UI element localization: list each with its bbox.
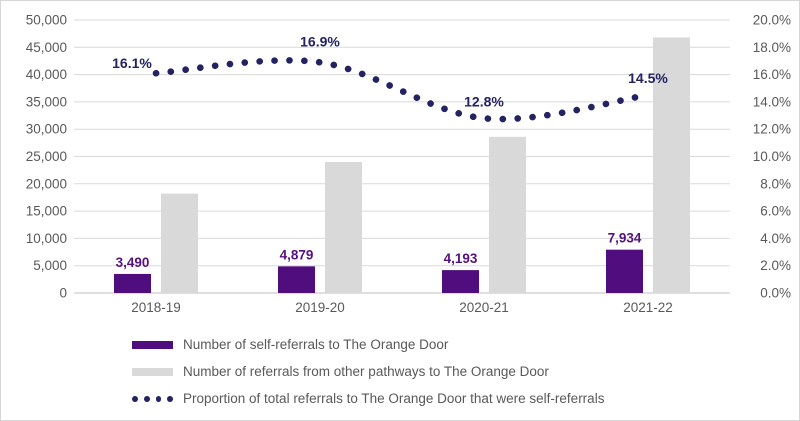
percent-label: 14.5%	[628, 70, 668, 86]
bar-other-pathways	[325, 161, 362, 293]
legend-label-other-pathways: Number of referrals from other pathways …	[183, 364, 549, 379]
bar-value-label: 3,490	[116, 255, 150, 270]
left-axis-tick: 35,000	[26, 94, 67, 109]
x-axis-label: 2021-22	[623, 300, 673, 315]
legend-label-self-referrals: Number of self-referrals to The Orange D…	[183, 337, 449, 352]
referrals-chart: 50,000 45,000 40,000 35,000 30,000 25,000 20,0…	[26, 13, 791, 316]
x-axis-label: 2020-21	[459, 300, 509, 315]
left-axis-tick: 45,000	[26, 40, 67, 55]
percent-label: 12.8%	[464, 93, 504, 109]
right-axis-tick: 14.0%	[753, 94, 791, 109]
legend-item-self-referrals: Number of self-referrals to The Orange D…	[132, 331, 799, 358]
legend-label-proportion: Proportion of total referrals to The Ora…	[183, 391, 605, 406]
bar-value-label: 7,934	[608, 231, 642, 246]
percent-label: 16.9%	[300, 33, 340, 49]
bar-self-referrals	[114, 273, 151, 293]
right-axis-tick: 0.0%	[760, 286, 791, 301]
bar-self-referrals	[278, 266, 315, 293]
left-axis-tick: 5,000	[33, 258, 67, 273]
legend-swatch-proportion-dots	[132, 395, 173, 402]
left-axis-tick: 10,000	[26, 231, 67, 246]
right-axis-tick: 4.0%	[760, 231, 791, 246]
left-axis-tick: 50,000	[26, 13, 67, 28]
left-axis-tick: 20,000	[26, 176, 67, 191]
right-axis-tick: 10.0%	[753, 149, 791, 164]
x-axis-label: 2019-20	[295, 300, 345, 315]
bar-other-pathways	[653, 37, 690, 293]
bar-other-pathways	[161, 193, 198, 293]
legend-item-other-pathways: Number of referrals from other pathways …	[132, 358, 799, 385]
percent-label: 16.1%	[112, 55, 152, 71]
bar-self-referrals	[606, 249, 643, 293]
right-axis-tick: 12.0%	[753, 122, 791, 137]
chart-legend: Number of self-referrals to The Orange D…	[132, 331, 799, 412]
x-axis-label: 2018-19	[131, 300, 181, 315]
right-axis-tick: 8.0%	[760, 176, 791, 191]
bar-other-pathways	[489, 136, 526, 293]
right-axis-tick: 16.0%	[753, 67, 791, 82]
right-axis-tick: 18.0%	[753, 40, 791, 55]
bar-value-label: 4,879	[280, 247, 314, 262]
bar-self-referrals	[442, 270, 479, 293]
right-axis-tick: 20.0%	[753, 13, 791, 28]
legend-swatch-other-pathways-bar	[132, 367, 173, 376]
left-axis-tick: 30,000	[26, 122, 67, 137]
left-axis-tick: 40,000	[26, 67, 67, 82]
proportion-dotted-line	[152, 57, 652, 123]
right-axis-tick: 6.0%	[760, 204, 791, 219]
left-axis-tick: 25,000	[26, 149, 67, 164]
right-axis-tick: 2.0%	[760, 258, 791, 273]
left-axis-tick: 0	[59, 286, 67, 301]
legend-swatch-self-referrals-bar	[132, 340, 173, 349]
legend-item-proportion: Proportion of total referrals to The Ora…	[132, 385, 799, 412]
left-axis-tick: 15,000	[26, 204, 67, 219]
bar-value-label: 4,193	[444, 251, 478, 266]
